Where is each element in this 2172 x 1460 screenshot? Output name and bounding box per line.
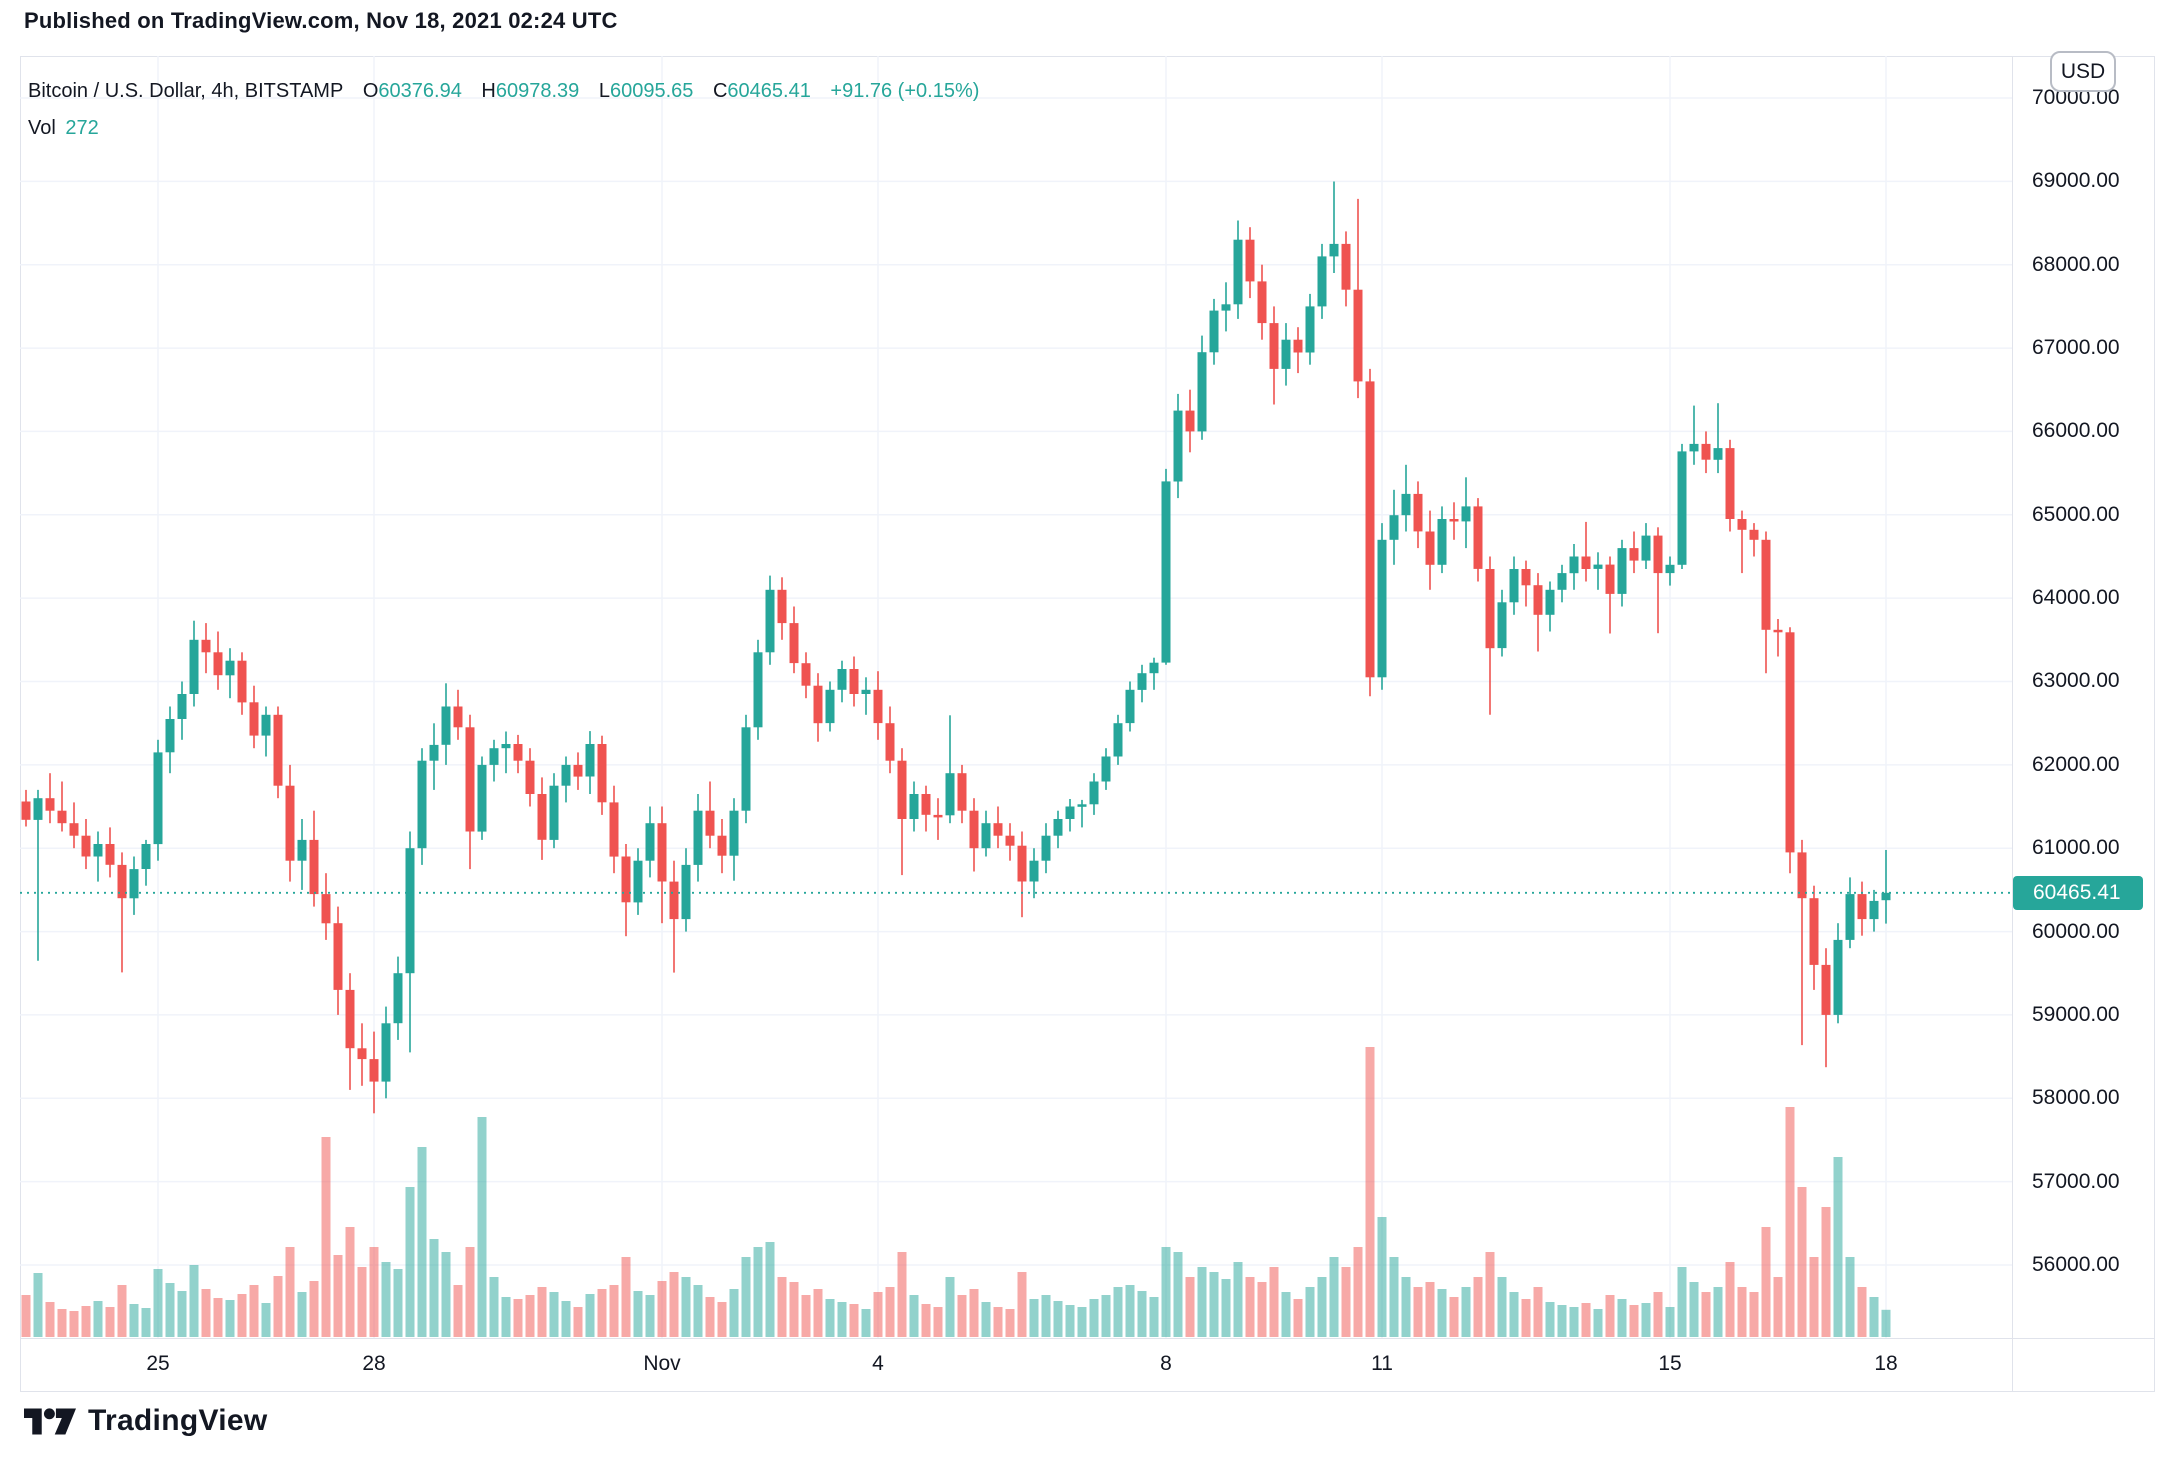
time-axis-label: 15 [1658, 1352, 1682, 1375]
chart-legend: Bitcoin / U.S. Dollar, 4h, BITSTAMP O603… [28, 80, 979, 140]
price-axis-label: 56000.00 [2032, 1252, 2120, 1276]
tradingview-logo-icon [24, 1407, 76, 1434]
legend-row-2: Vol 272 [28, 117, 979, 140]
price-axis-label: 59000.00 [2032, 1002, 2120, 1026]
last-price-badge: 60465.41 [2013, 875, 2143, 910]
legend-row-1: Bitcoin / U.S. Dollar, 4h, BITSTAMP O603… [28, 80, 979, 103]
price-axis-label: 61000.00 [2032, 836, 2120, 860]
tradingview-logo[interactable]: TradingView [24, 1404, 267, 1438]
price-axis-label: 69000.00 [2032, 169, 2120, 193]
open-label: O [362, 80, 379, 102]
high-value: 60978.39 [495, 80, 580, 102]
price-axis-separator [2012, 56, 2013, 1392]
price-axis-label: 68000.00 [2032, 252, 2120, 276]
price-axis-label: 62000.00 [2032, 752, 2120, 776]
time-axis-label: 25 [146, 1352, 170, 1375]
time-axis-label: 8 [1160, 1352, 1172, 1375]
price-axis-label: 64000.00 [2032, 586, 2120, 610]
close-value: 60465.41 [727, 80, 811, 102]
time-axis-separator [20, 1338, 2155, 1339]
volume-value: 272 [65, 117, 99, 139]
time-axis-label: 4 [872, 1352, 884, 1375]
price-axis-label: 63000.00 [2032, 669, 2120, 693]
high-label: H [481, 80, 496, 102]
low-label: L [598, 80, 610, 102]
change-value: +91.76 (+0.15%) [830, 80, 980, 102]
price-axis-label: 58000.00 [2032, 1086, 2120, 1110]
currency-toggle-button[interactable]: USD [2050, 51, 2116, 92]
volume-label: Vol [28, 117, 56, 139]
time-axis-label: 18 [1874, 1352, 1898, 1375]
price-axis-label: 67000.00 [2032, 336, 2120, 360]
time-axis-label: 28 [362, 1352, 386, 1375]
close-label: C [712, 80, 728, 102]
symbol-title[interactable]: Bitcoin / U.S. Dollar, 4h, BITSTAMP [28, 80, 344, 102]
time-axis-label: Nov [643, 1352, 681, 1375]
price-axis-label: 65000.00 [2032, 502, 2120, 526]
price-axis-label: 57000.00 [2032, 1169, 2120, 1193]
price-axis-label: 60000.00 [2032, 919, 2120, 943]
price-axis-label: 66000.00 [2032, 419, 2120, 443]
tradingview-logo-text: TradingView [88, 1404, 268, 1437]
open-value: 60376.94 [378, 80, 462, 102]
low-value: 60095.65 [609, 80, 694, 102]
published-caption: Published on TradingView.com, Nov 18, 20… [24, 8, 618, 33]
chart-pane-border [20, 56, 2155, 1392]
time-axis-label: 11 [1371, 1352, 1393, 1375]
